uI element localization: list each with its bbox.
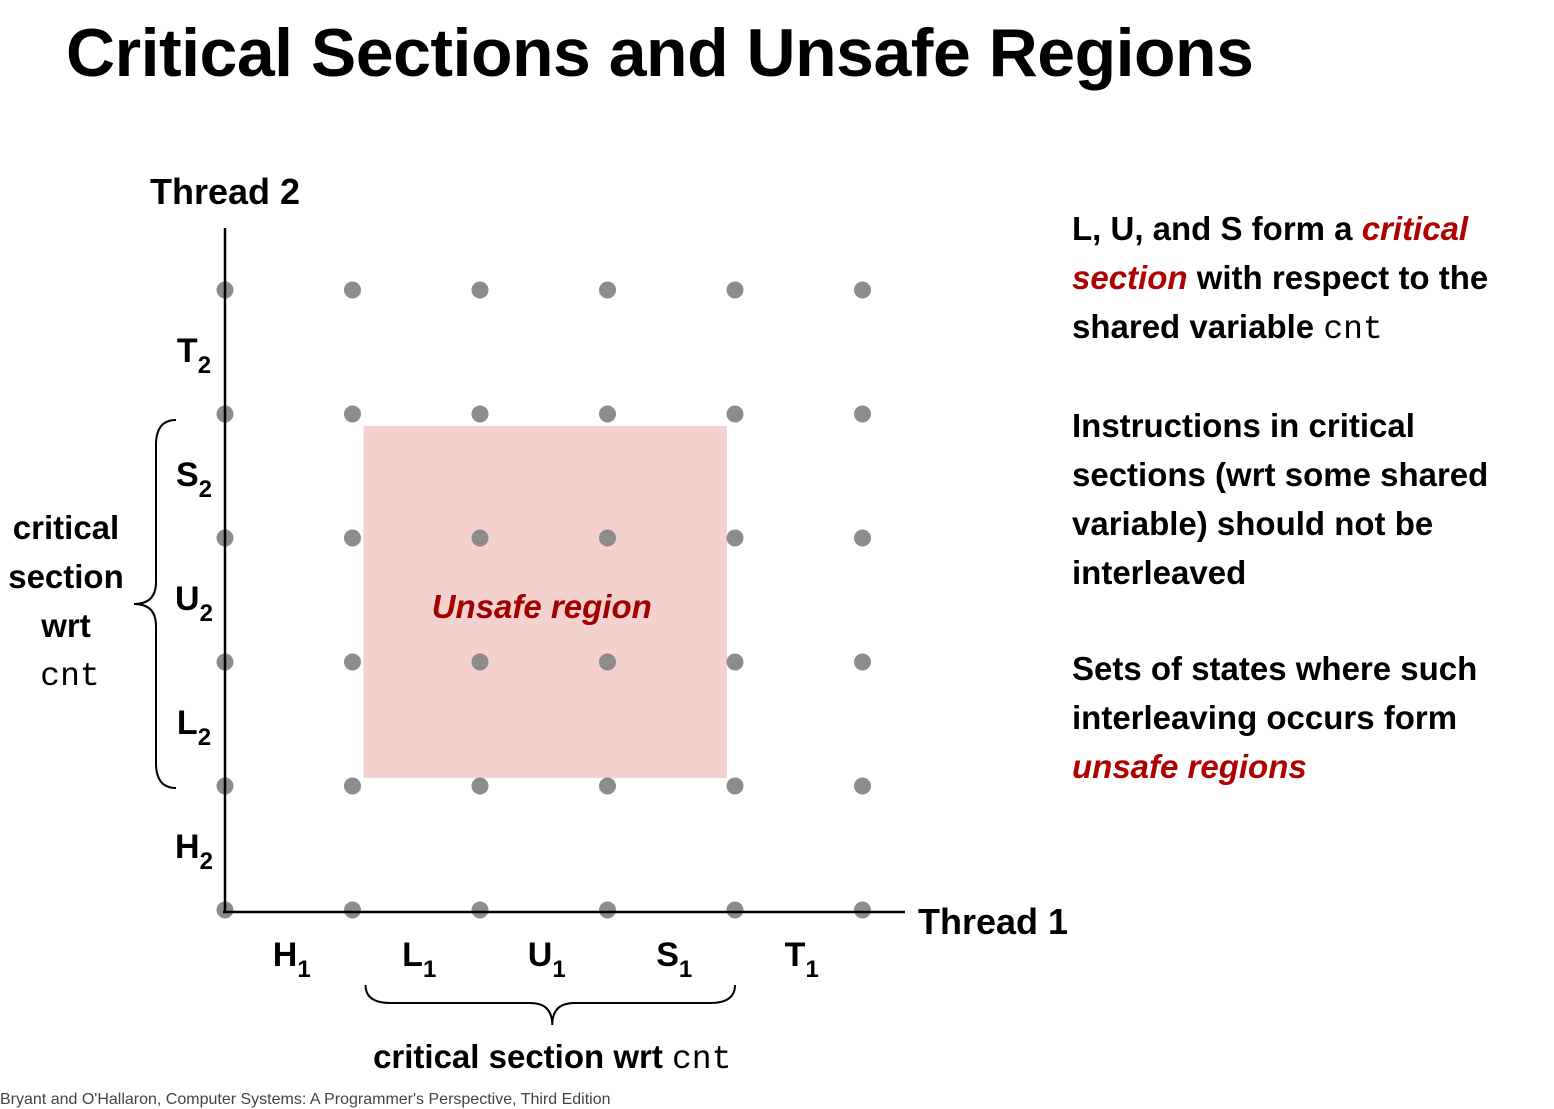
state-point — [471, 281, 489, 299]
note-critical-section: L, U, and S form a critical section with … — [1072, 210, 1489, 348]
state-point — [854, 529, 871, 547]
note-interleaving: Instructions in critical sections (wrt s… — [1072, 407, 1489, 591]
state-point — [344, 405, 361, 423]
left-brace-line: critical — [13, 509, 119, 546]
thread2-step-labels: H2 L2 U2 S2 T2 — [175, 332, 213, 875]
state-point — [726, 653, 744, 671]
state-point — [471, 901, 489, 919]
state-point — [726, 405, 744, 423]
bottom-brace-label: critical section wrt cnt — [373, 1038, 731, 1078]
step-label: L2 — [177, 704, 211, 751]
state-point — [854, 281, 871, 299]
unsafe-regions-term: unsafe regions — [1072, 748, 1307, 785]
state-point — [471, 653, 489, 671]
bottom-brace-code: cnt — [672, 1041, 731, 1078]
state-point — [344, 529, 361, 547]
state-point — [471, 405, 489, 423]
step-label: H1 — [273, 936, 311, 983]
footer-citation: Bryant and O'Hallaron, Computer Systems:… — [0, 1091, 611, 1108]
state-point — [726, 529, 744, 547]
state-point — [726, 901, 744, 919]
left-brace-code: cnt — [40, 658, 99, 695]
state-point — [599, 281, 616, 299]
page-title: Critical Sections and Unsafe Regions — [66, 15, 1254, 91]
state-point — [726, 281, 744, 299]
explanation-notes: L, U, and S form a critical section with … — [1072, 204, 1542, 838]
left-brace-line: wrt — [40, 607, 91, 644]
state-point — [471, 529, 489, 547]
bottom-brace — [364, 984, 736, 1026]
state-point — [854, 777, 871, 795]
step-label: S2 — [176, 456, 212, 503]
step-label: T1 — [785, 936, 819, 983]
state-point — [599, 529, 616, 547]
state-point — [599, 405, 616, 423]
state-point — [599, 777, 616, 795]
thread1-axis-label: Thread 1 — [918, 901, 1068, 942]
state-point — [854, 901, 871, 919]
state-point — [344, 653, 361, 671]
note-unsafe-regions: Sets of states where such interleaving o… — [1072, 650, 1478, 785]
step-label: U2 — [175, 580, 213, 627]
step-label: S1 — [656, 936, 692, 983]
unsafe-region — [363, 426, 727, 778]
thread1-step-labels: H1 L1 U1 S1 T1 — [273, 936, 819, 983]
cnt-code: cnt — [1323, 311, 1383, 348]
state-point — [344, 777, 361, 795]
left-brace — [133, 419, 177, 789]
state-point — [726, 777, 744, 795]
state-point — [344, 281, 361, 299]
state-point — [599, 653, 616, 671]
state-point — [854, 653, 871, 671]
step-label: L1 — [402, 936, 436, 983]
step-label: T2 — [177, 332, 211, 379]
step-label: H2 — [175, 828, 213, 875]
bottom-brace-text: critical section wrt — [373, 1038, 672, 1075]
state-point — [854, 405, 871, 423]
step-label: U1 — [528, 936, 566, 983]
state-point — [471, 777, 489, 795]
unsafe-region-label: Unsafe region — [432, 588, 652, 625]
critical-term: critical — [1361, 210, 1469, 247]
left-brace-label: critical section wrt cnt — [8, 509, 124, 695]
section-term: section — [1072, 259, 1188, 296]
state-point — [344, 901, 361, 919]
state-point — [599, 901, 616, 919]
thread2-axis-label: Thread 2 — [150, 171, 300, 212]
left-brace-line: section — [8, 558, 124, 595]
